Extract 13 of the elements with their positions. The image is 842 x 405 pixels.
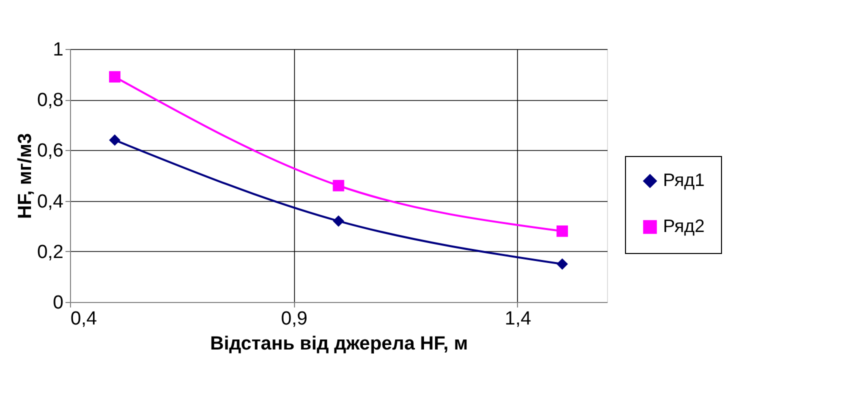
x-tick-label: 1,4 (504, 308, 532, 330)
y-tick-label: 0,6 (37, 140, 64, 162)
y-tick-label: 0 (52, 292, 64, 314)
y-tick-label: 0,8 (37, 90, 64, 112)
y-tick-label: 0,2 (37, 242, 64, 263)
y-tick-label: 0,4 (37, 191, 64, 212)
y-axis-title: HF, мг/м3 (15, 133, 36, 219)
y-tick-label: 1 (52, 40, 64, 60)
x-tick-label: 0,4 (70, 308, 98, 330)
x-tick-label: 0,9 (281, 308, 308, 330)
x-axis-title: Відстань від джерела HF, м (210, 334, 468, 354)
legend-label: Ряд2 (663, 216, 705, 236)
legend-label: Ряд1 (663, 170, 705, 190)
